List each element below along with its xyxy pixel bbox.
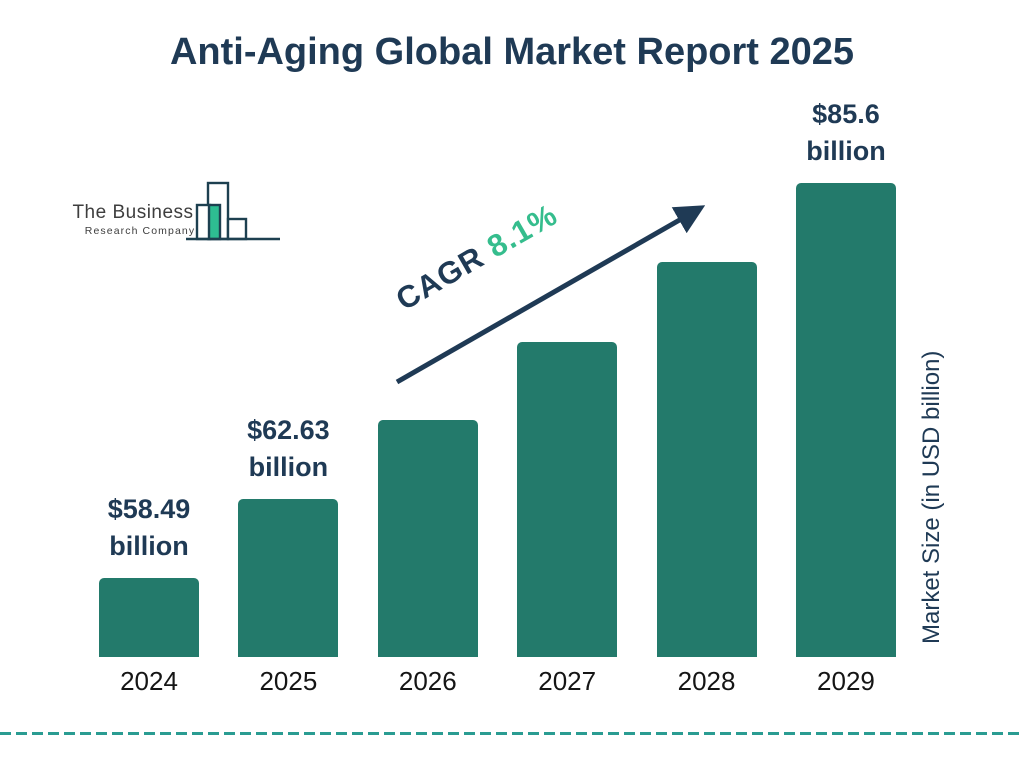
x-tick-label-2024: 2024 xyxy=(120,666,178,696)
logo-text-line2: Research Company xyxy=(84,225,196,237)
bar-column-2026: 2026 xyxy=(377,0,478,696)
bar xyxy=(99,578,199,657)
bar-column-2028: 2028 xyxy=(656,0,757,696)
value-label-2025: $62.63 billion xyxy=(247,415,330,482)
bar-column-2025: $62.63 billion 2025 xyxy=(238,0,339,696)
company-logo: The Business Research Company xyxy=(70,177,284,243)
page-title: Anti-Aging Global Market Report 2025 xyxy=(169,31,855,73)
cagr-trend-arrow-icon xyxy=(395,205,706,385)
logo-bar-chart-icon xyxy=(186,181,280,241)
x-tick-label-2026: 2026 xyxy=(398,666,457,696)
value-label-2029: $85.6 billion xyxy=(806,99,886,166)
y-axis-label: Market Size (in USD billion) xyxy=(918,350,945,644)
bar-chart-plot-area: $58.49 billion 2024 $62.63 billion 2025 … xyxy=(99,0,896,696)
bar-column-2027: 2027 xyxy=(517,0,618,696)
bar xyxy=(517,342,618,657)
x-tick-label-2029: 2029 xyxy=(817,666,875,696)
x-tick-label-2027: 2027 xyxy=(538,666,597,696)
bar xyxy=(238,499,339,657)
x-tick-label-2025: 2025 xyxy=(259,666,318,696)
x-tick-label-2028: 2028 xyxy=(677,666,736,696)
bar-column-2029: $85.6 billion 2029 xyxy=(795,0,896,696)
bar-column-2024: $58.49 billion 2024 xyxy=(99,0,199,696)
bar xyxy=(795,183,896,657)
bottom-dashed-divider xyxy=(0,732,1024,735)
bar xyxy=(656,262,757,657)
value-label-2024: $58.49 billion xyxy=(107,494,191,561)
logo-text-line1: The Business xyxy=(72,202,194,223)
bar xyxy=(377,420,478,657)
